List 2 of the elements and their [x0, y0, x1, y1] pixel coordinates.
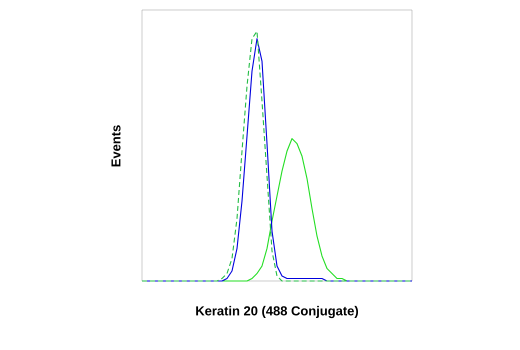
- x-axis-title: Keratin 20 (488 Conjugate): [196, 306, 358, 318]
- y-axis-title: Events: [111, 125, 121, 166]
